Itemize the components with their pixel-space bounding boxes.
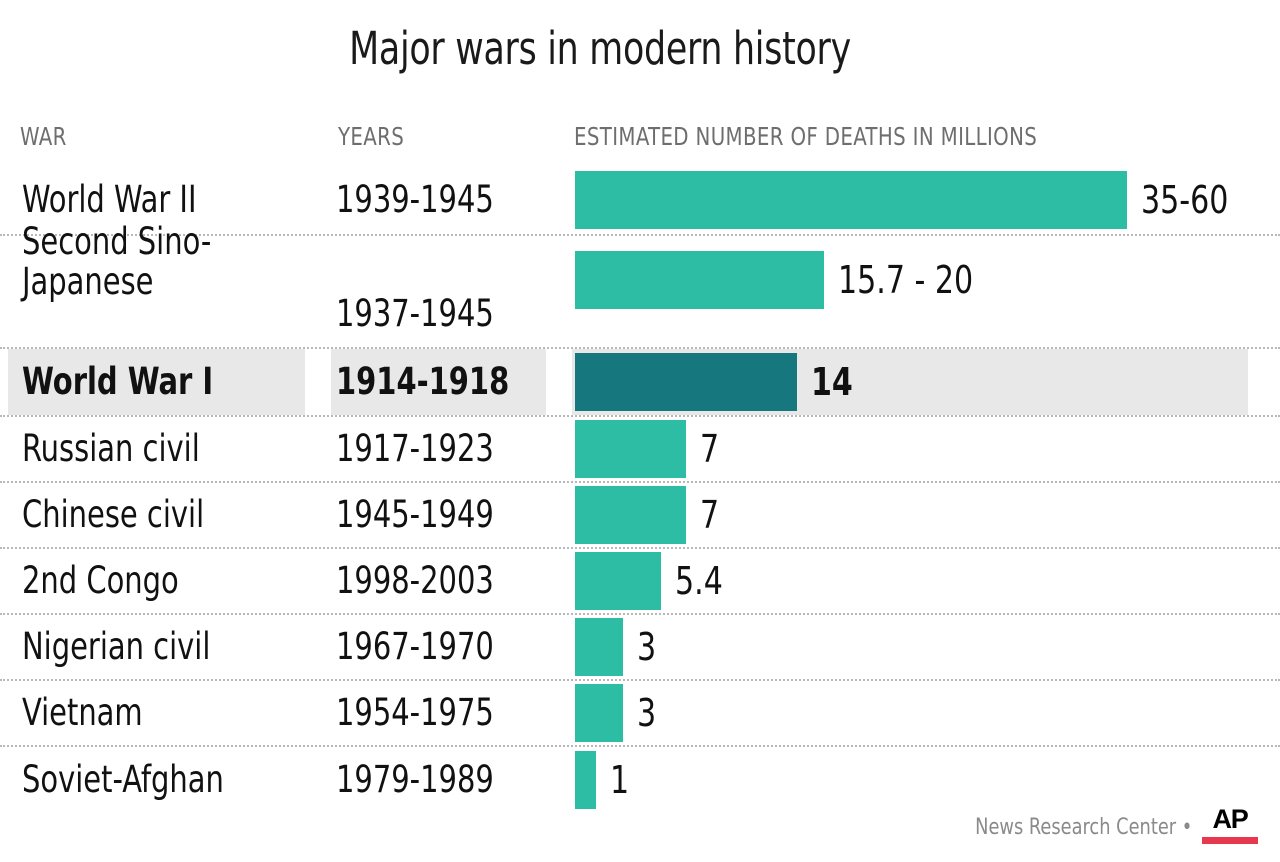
war-years: 1954-1975 [336,691,494,735]
page-title: Major wars in modern history [349,22,851,75]
war-name: 2nd Congo [22,559,179,603]
bar-value-label: 3 [637,625,657,669]
war-years: 1945-1949 [336,493,494,537]
deaths-bar [575,618,623,676]
deaths-bar [575,751,596,809]
deaths-bar [575,684,623,742]
table-row: Soviet-Afghan 1979-1989 1 [0,747,1280,813]
bar-group: 35-60 [575,166,1240,234]
war-years: 1937-1945 [336,292,494,336]
war-name: Vietnam [22,691,143,735]
bar-group: 3 [575,615,659,679]
deaths-bar [575,486,686,544]
war-name: Russian civil [22,427,200,471]
war-years: 1979-1989 [336,758,494,802]
ap-logo: AP [1202,806,1258,844]
bar-group: 3 [575,681,659,745]
column-header-deaths: ESTIMATED NUMBER OF DEATHS IN MILLIONS [574,122,1038,151]
table-row: 2nd Congo 1998-2003 5.4 [0,549,1280,615]
column-header-war: WAR [20,122,67,151]
column-header-years: YEARS [338,122,405,151]
table-row: Russian civil 1917-1923 7 [0,417,1280,483]
deaths-bar [575,353,797,411]
table-row: World War II 1939-1945 35-60 [0,166,1280,236]
bar-value-label: 7 [700,493,720,537]
war-years: 1939-1945 [336,178,494,222]
ap-logo-text: AP [1212,804,1248,834]
bar-value-label: 35-60 [1141,178,1229,222]
table-row: Vietnam 1954-1975 3 [0,681,1280,747]
bar-group: 7 [575,483,722,547]
bar-value-label: 7 [700,427,720,471]
deaths-bar [575,420,686,478]
table-row: Chinese civil 1945-1949 7 [0,483,1280,549]
bar-value-label: 5.4 [675,559,723,603]
ap-logo-rule [1202,837,1258,844]
war-years: 1914-1918 [336,360,510,404]
table-row: Second Sino- Japanese 1937-1945 15.7 - 20 [0,222,1280,349]
credit-text: News Research Center • [974,815,1192,840]
row-highlight-band [331,349,546,415]
war-name: World War I [22,360,214,404]
bar-value-label: 15.7 - 20 [838,258,974,302]
war-name: Soviet-Afghan [22,758,224,802]
war-name: Chinese civil [22,493,205,537]
deaths-bar [575,251,824,309]
footer: News Research Center • AP [951,806,1258,844]
table-row: Nigerian civil 1967-1970 3 [0,615,1280,681]
bar-value-label: 1 [610,758,630,802]
bar-group: 1 [575,747,632,813]
bar-group: 7 [575,417,722,481]
bar-group: 5.4 [575,549,729,613]
bar-value-label: 14 [811,360,853,404]
bar-group: 14 [575,349,859,415]
war-years: 1967-1970 [336,625,494,669]
column-headers: WAR YEARS ESTIMATED NUMBER OF DEATHS IN … [0,122,1280,156]
war-name: Second Sino- Japanese [22,220,212,303]
war-years: 1917-1923 [336,427,494,471]
table-row: World War I 1914-1918 14 [0,349,1280,417]
row-highlight-band [8,349,305,415]
data-table: World War II 1939-1945 35-60 Second Sino- J… [0,166,1280,813]
bar-value-label: 3 [637,691,657,735]
war-years: 1998-2003 [336,559,494,603]
deaths-bar [575,171,1127,229]
deaths-bar [575,552,661,610]
war-name: World War II [22,178,197,222]
war-name: Nigerian civil [22,625,211,669]
bar-group: 15.7 - 20 [575,251,992,309]
